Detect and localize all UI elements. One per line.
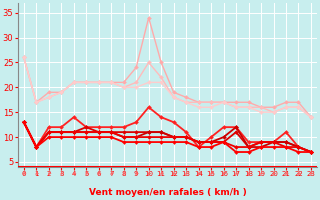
- X-axis label: Vent moyen/en rafales ( km/h ): Vent moyen/en rafales ( km/h ): [89, 188, 246, 197]
